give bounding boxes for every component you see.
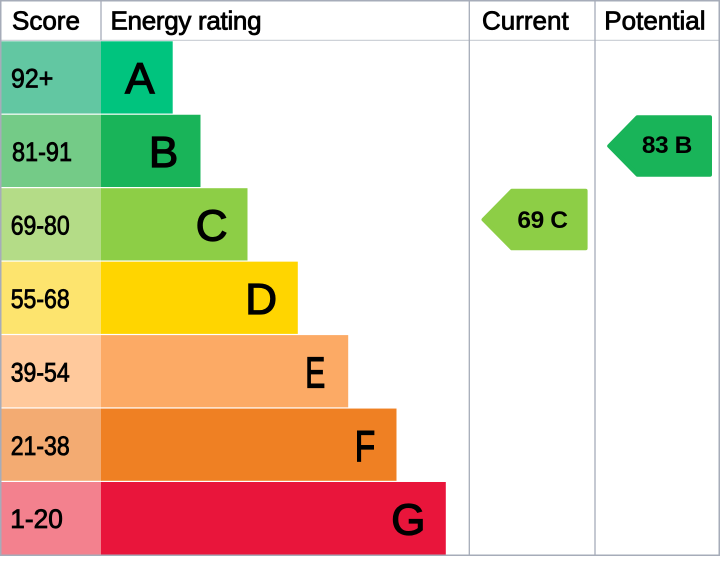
svg-text:B: B xyxy=(149,128,178,177)
svg-text:Score: Score xyxy=(12,6,80,36)
svg-text:83 B: 83 B xyxy=(642,132,692,159)
svg-text:Energy rating: Energy rating xyxy=(111,6,262,36)
svg-text:C: C xyxy=(196,202,228,251)
svg-text:69 C: 69 C xyxy=(517,207,568,234)
svg-text:69-80: 69-80 xyxy=(11,210,70,240)
svg-text:Current: Current xyxy=(482,6,569,36)
svg-text:E: E xyxy=(305,348,325,397)
svg-text:G: G xyxy=(391,495,425,544)
svg-text:1-20: 1-20 xyxy=(10,504,63,534)
svg-text:92+: 92+ xyxy=(11,64,53,94)
svg-text:Potential: Potential xyxy=(604,6,705,36)
svg-text:F: F xyxy=(355,422,376,471)
svg-text:A: A xyxy=(125,54,155,103)
svg-text:81-91: 81-91 xyxy=(12,137,72,167)
svg-text:39-54: 39-54 xyxy=(11,357,70,387)
svg-text:D: D xyxy=(245,275,277,324)
svg-text:21-38: 21-38 xyxy=(11,431,70,461)
svg-text:55-68: 55-68 xyxy=(11,284,70,314)
